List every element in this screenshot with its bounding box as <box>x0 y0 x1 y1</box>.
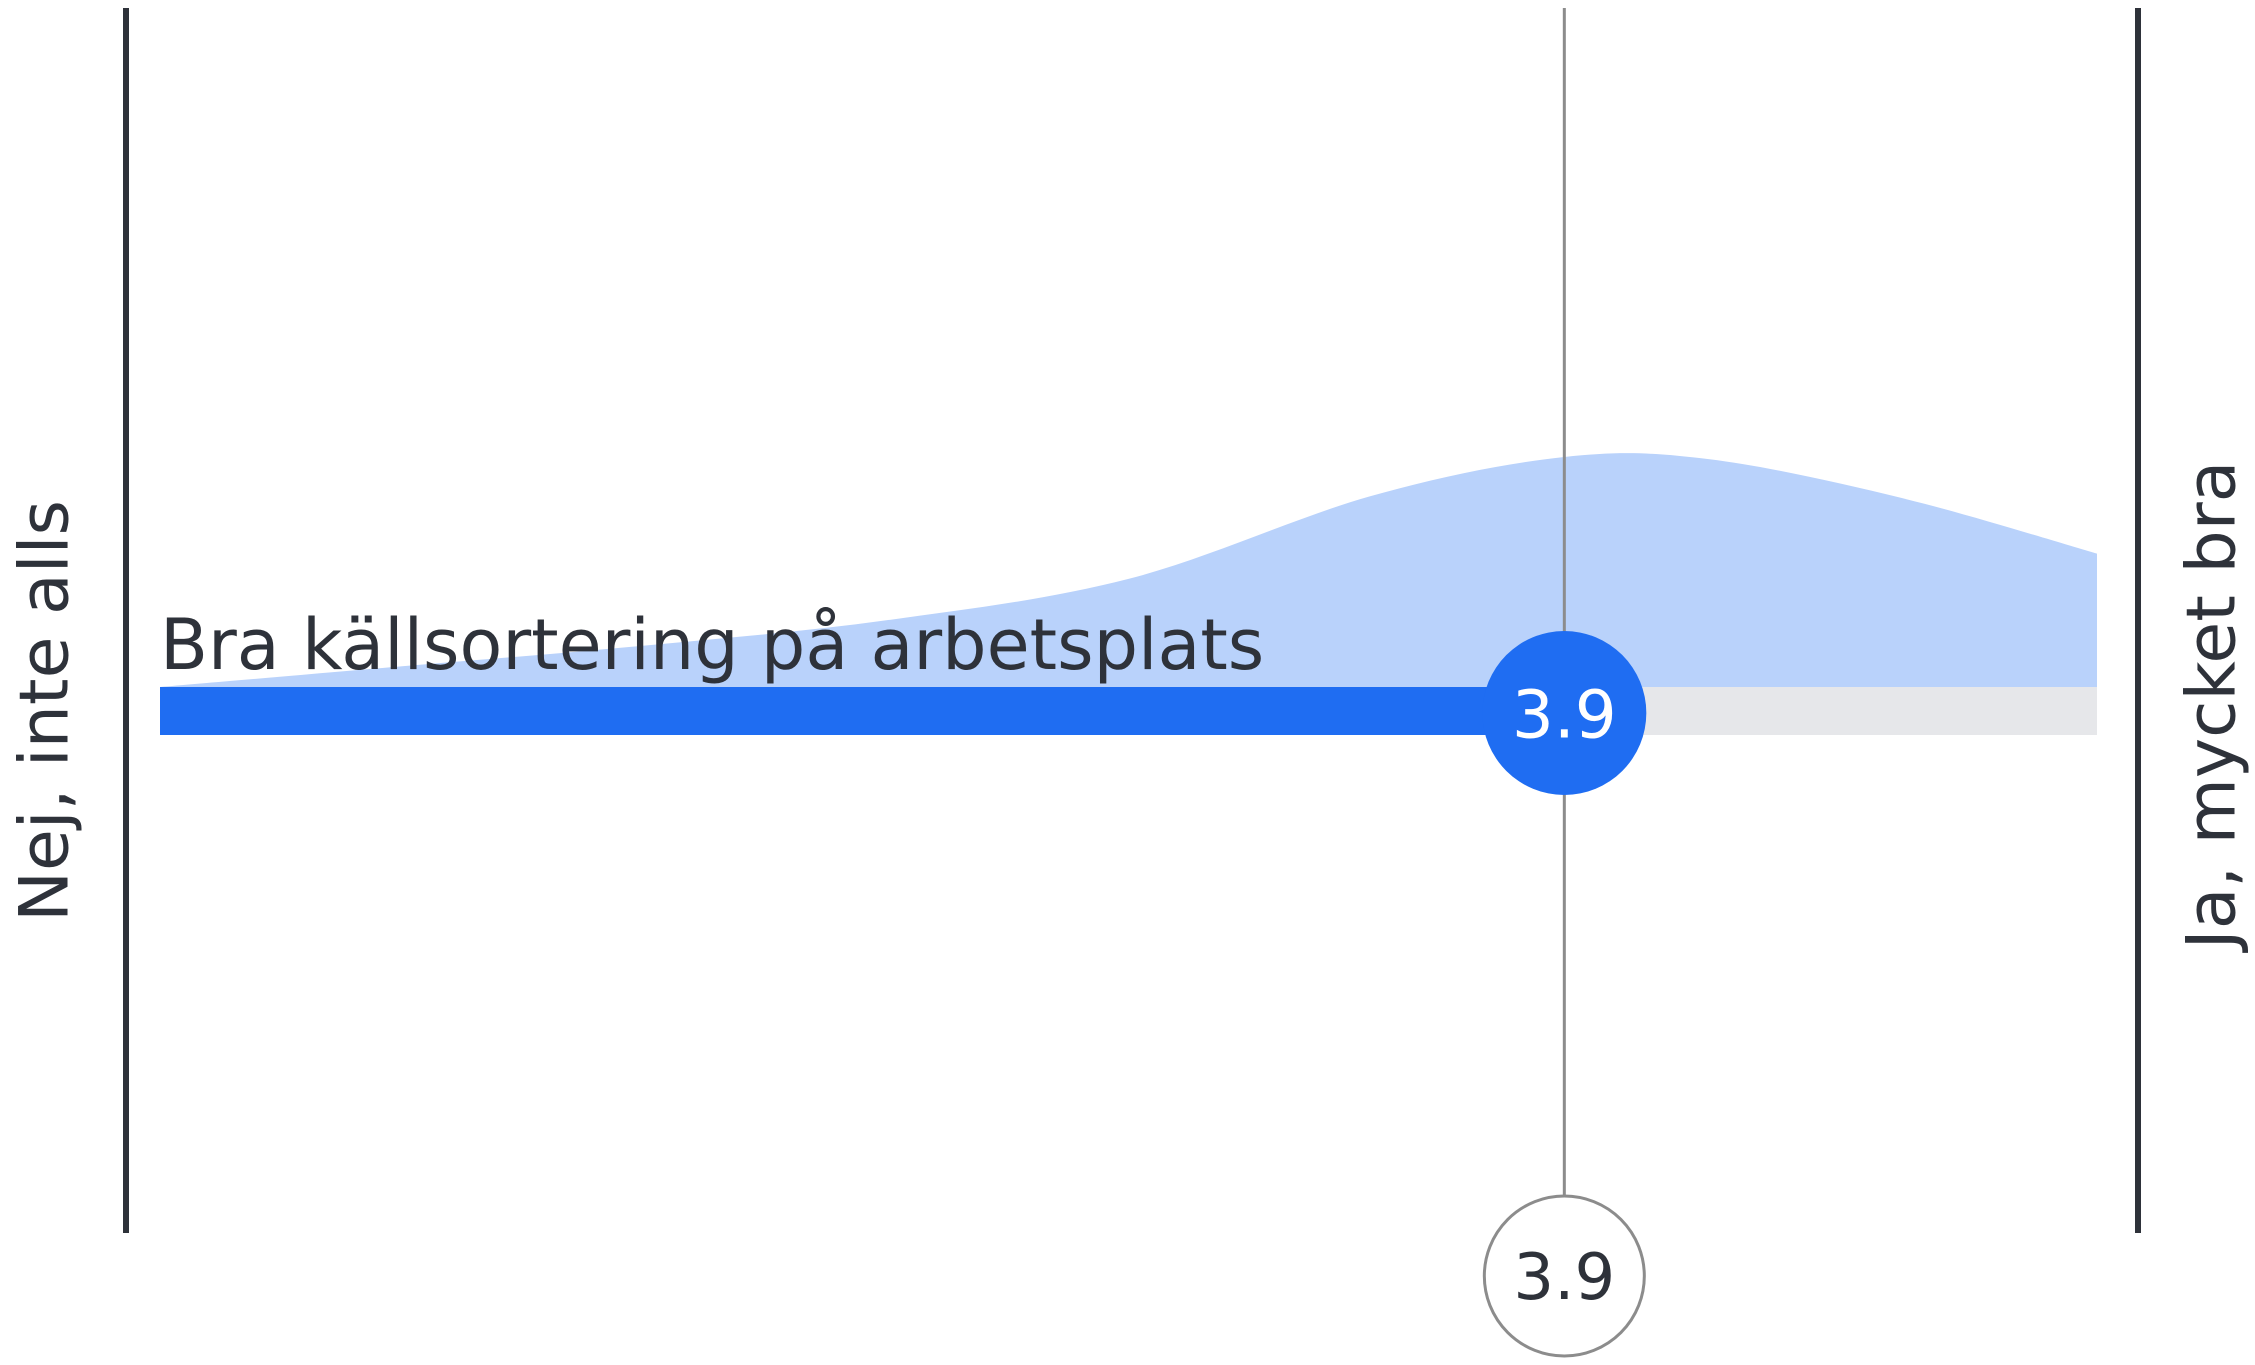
scale-max-label: Ja, mycket bra <box>2173 461 2252 954</box>
scale-min-label: Nej, inte alls <box>6 500 85 922</box>
average-badge <box>1482 1194 1646 1358</box>
item-label: Bra källsortering på arbetsplats <box>160 604 1264 686</box>
value-marker-label: 3.9 <box>1512 677 1617 754</box>
distribution-area <box>160 453 2097 687</box>
bar-fill <box>160 687 1565 735</box>
average-badge-label: 3.9 <box>1513 1241 1615 1315</box>
value-marker <box>1482 631 1647 795</box>
